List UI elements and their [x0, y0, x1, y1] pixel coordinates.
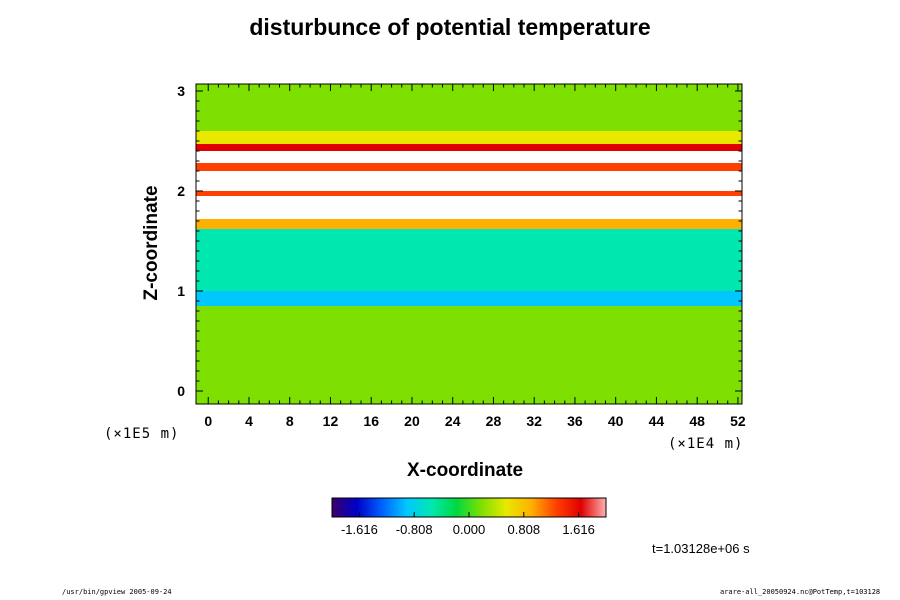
- chart-title: disturbunce of potential temperature: [249, 14, 651, 40]
- y-tick-labels: 0 1 2 3: [177, 83, 185, 399]
- x-tick-label: 40: [608, 413, 624, 429]
- colorbar-tick-label: -0.808: [396, 522, 433, 537]
- plot-frame: [195, 83, 743, 405]
- x-tick-label: 48: [689, 413, 705, 429]
- colorbar-tick-label: -1.616: [341, 522, 378, 537]
- x-tick-label: 4: [245, 413, 253, 429]
- x-axis-unit: (×1E4 m): [668, 436, 744, 452]
- y-tick-label: 0: [177, 383, 185, 399]
- y-axis-label: Z-coordinate: [141, 185, 162, 301]
- x-tick-label: 24: [445, 413, 461, 429]
- colorbar-tick-label: 0.000: [453, 522, 486, 537]
- y-tick-label: 1: [177, 283, 185, 299]
- x-axis-label: X-coordinate: [407, 460, 524, 481]
- y-tick-label: 2: [177, 183, 185, 199]
- colorbar-tick-label: 0.808: [508, 522, 541, 537]
- time-label: t=1.03128e+06 s: [652, 541, 750, 556]
- footer-left: /usr/bin/gpview 2005-09-24: [62, 588, 172, 596]
- x-tick-label: 36: [567, 413, 583, 429]
- footer-right: arare-all_20050924.nc@PotTemp,t=103128: [720, 588, 881, 596]
- x-tick-label: 32: [526, 413, 542, 429]
- plot-field: [196, 84, 742, 404]
- x-tick-label: 16: [363, 413, 379, 429]
- x-tick-label: 8: [286, 413, 294, 429]
- field-shading: [196, 84, 742, 404]
- y-tick-label: 3: [177, 83, 185, 99]
- x-tick-labels: 0 4 8 12 16 20 24 28 32 36 40 44 48 52: [204, 413, 746, 429]
- x-tick-label: 28: [486, 413, 502, 429]
- y-axis-unit: (×1E5 m): [104, 426, 180, 442]
- x-tick-label: 0: [204, 413, 212, 429]
- x-tick-label: 44: [649, 413, 665, 429]
- colorbar: -1.616 -0.808 0.000 0.808 1.616: [331, 497, 607, 537]
- x-tick-label: 52: [730, 413, 746, 429]
- axis-ticks: [196, 84, 742, 404]
- x-tick-label: 20: [404, 413, 420, 429]
- x-tick-label: 12: [323, 413, 339, 429]
- colorbar-tick-label: 1.616: [562, 522, 595, 537]
